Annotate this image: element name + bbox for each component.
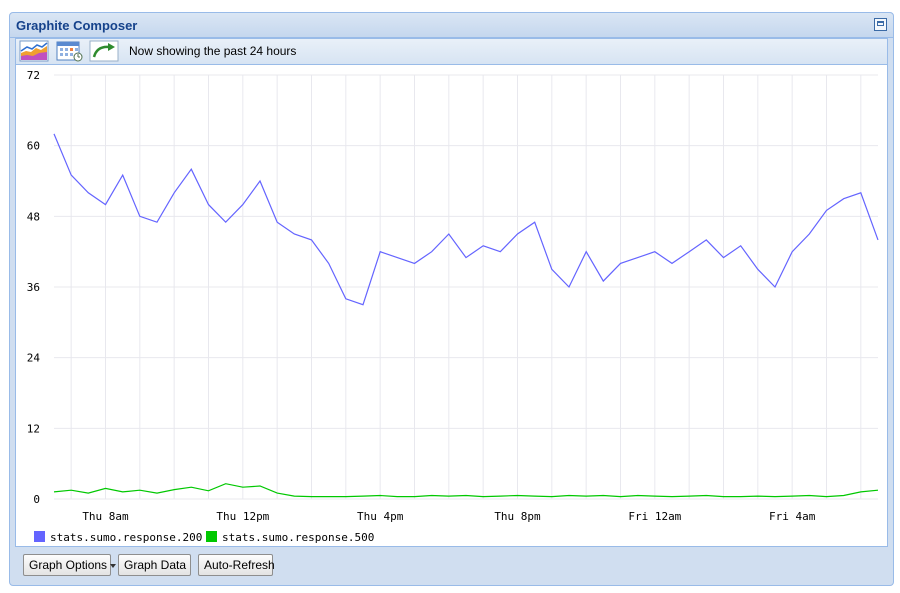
graph-options-label: Graph Options bbox=[29, 558, 108, 572]
y-tick-label: 24 bbox=[27, 352, 41, 365]
toolbar: Now showing the past 24 hours bbox=[15, 38, 888, 64]
graph-type-button[interactable] bbox=[19, 40, 49, 62]
graph-chart: 0 12 24 36 48 60 72 Thu 8am Thu 12pm Thu 4pm Thu 8… bbox=[27, 69, 879, 544]
y-tick-label: 36 bbox=[27, 281, 40, 294]
legend-label: stats.sumo.response.500 bbox=[222, 531, 374, 544]
x-tick-label: Fri 4am bbox=[769, 510, 816, 523]
x-tick-label: Thu 8am bbox=[82, 510, 129, 523]
legend-swatch bbox=[34, 531, 45, 542]
y-tick-label: 72 bbox=[27, 69, 40, 82]
window-title: Graphite Composer bbox=[16, 18, 138, 33]
legend-label: stats.sumo.response.200 bbox=[50, 531, 202, 544]
time-range-status: Now showing the past 24 hours bbox=[129, 44, 297, 58]
y-tick-label: 12 bbox=[27, 422, 40, 435]
graph-data-label: Graph Data bbox=[124, 558, 187, 572]
collapse-icon[interactable] bbox=[874, 18, 887, 31]
refresh-button[interactable] bbox=[89, 40, 119, 62]
graphite-composer-window: Graphite Composer bbox=[9, 12, 894, 586]
x-tick-label: Thu 12pm bbox=[216, 510, 269, 523]
y-tick-label: 48 bbox=[27, 210, 40, 223]
y-tick-label: 60 bbox=[27, 140, 40, 153]
graph-panel: 0 12 24 36 48 60 72 Thu 8am Thu 12pm Thu 4pm Thu 8… bbox=[15, 64, 888, 547]
time-range-button[interactable] bbox=[54, 40, 84, 62]
footer-bar: Graph Options Graph Data Auto-Refresh bbox=[10, 547, 893, 585]
series-line-response-500 bbox=[53, 483, 879, 498]
x-tick-label: Fri 12am bbox=[628, 510, 681, 523]
x-tick-label: Thu 8pm bbox=[494, 510, 541, 523]
y-tick-label: 0 bbox=[33, 493, 40, 506]
graph-icon bbox=[19, 40, 49, 62]
auto-refresh-label: Auto-Refresh bbox=[204, 558, 275, 572]
legend-swatch bbox=[206, 531, 217, 542]
auto-refresh-button[interactable]: Auto-Refresh bbox=[198, 554, 275, 576]
x-tick-label: Thu 4pm bbox=[357, 510, 404, 523]
window-titlebar: Graphite Composer bbox=[10, 13, 893, 38]
dropdown-arrow-icon bbox=[110, 563, 117, 568]
series-line-response-200 bbox=[53, 133, 879, 306]
graph-options-button[interactable]: Graph Options bbox=[23, 554, 117, 576]
graph-data-button[interactable]: Graph Data bbox=[118, 554, 191, 576]
refresh-arrow-icon bbox=[89, 40, 119, 62]
calendar-icon bbox=[56, 41, 83, 62]
